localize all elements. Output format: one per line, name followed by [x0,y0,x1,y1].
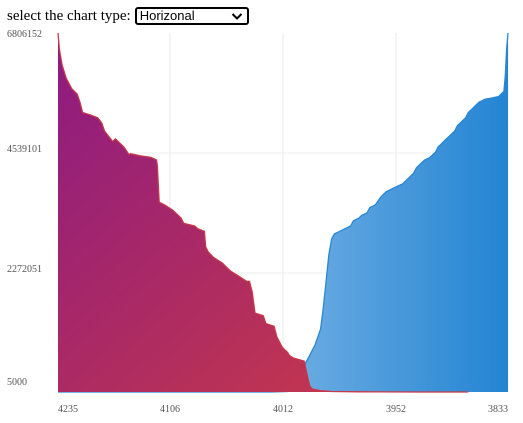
series-group [57,32,509,393]
chart-type-select[interactable]: Horizonal [134,7,249,25]
series-line-1 [57,32,469,393]
x-axis-ticks: 4235 4106 4012 3952 3833 [58,404,508,415]
y-tick-label: 2272051 [7,264,42,275]
x-tick-label: 3952 [386,404,406,415]
y-tick-label: 5000 [7,377,27,388]
x-tick-label: 3833 [488,404,508,415]
y-axis-ticks: 6806152 4539101 2272051 5000 [7,29,42,388]
y-tick-label: 4539101 [7,144,42,155]
y-tick-label: 6806152 [7,29,42,40]
series-area-1 [58,33,469,392]
chevron-down-icon [231,13,242,20]
series-area-2 [58,33,508,392]
x-tick-label: 4106 [160,404,180,415]
chart-type-label: select the chart type: [7,7,131,24]
chart-type-control: select the chart type: Horizonal [7,5,249,27]
chart-type-select-value: Horizonal [139,8,195,23]
x-tick-label: 4012 [273,404,293,415]
x-tick-label: 4235 [58,404,78,415]
series-line-2 [58,32,509,393]
